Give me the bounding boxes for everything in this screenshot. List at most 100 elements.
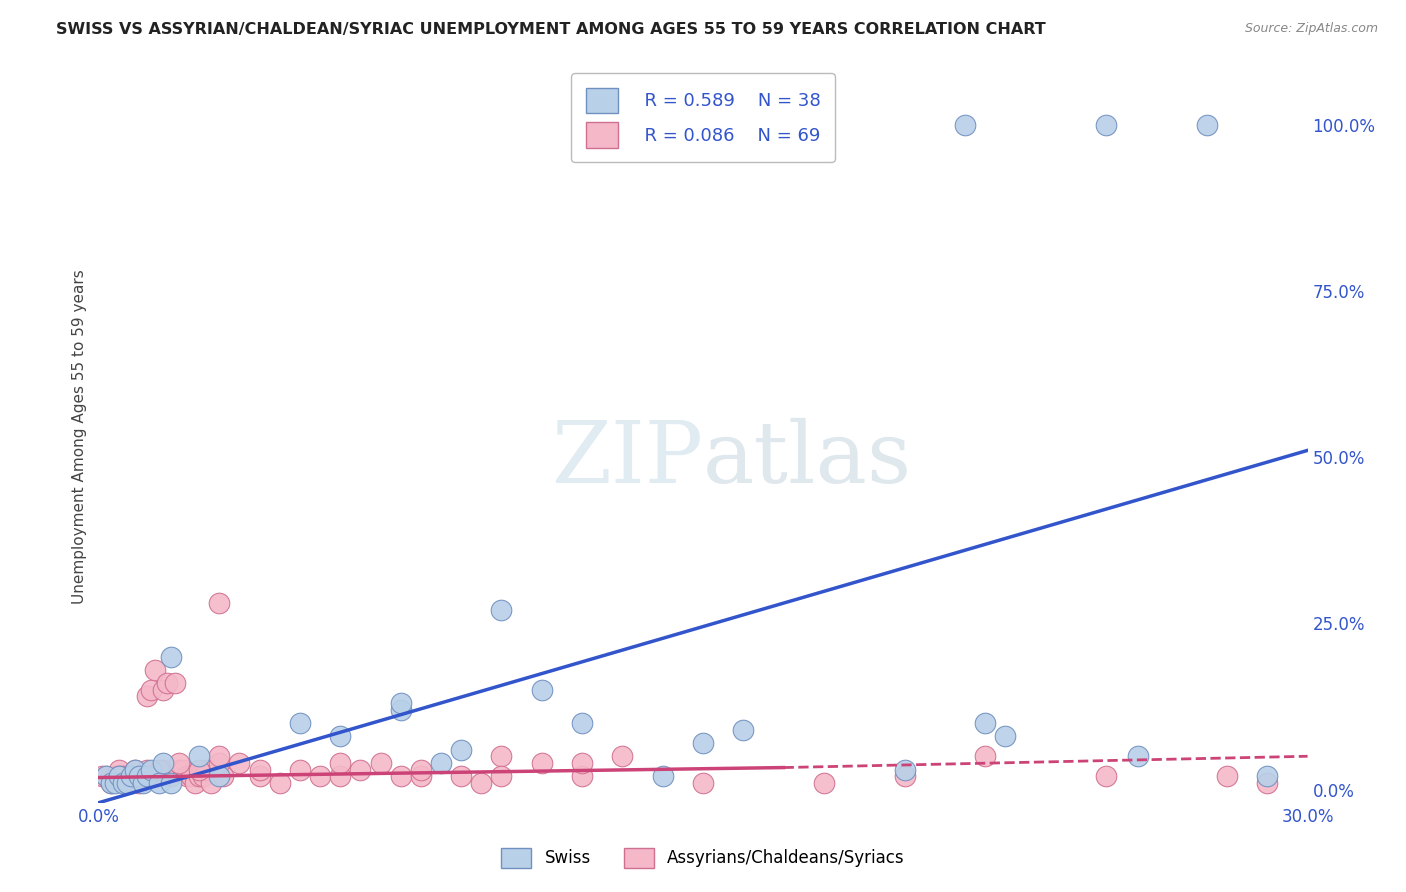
Point (450, 769, 472, 783)
Point (124, 763, 146, 777)
Point (96, 769, 118, 783)
Point (208, 769, 231, 783)
Point (111, 769, 134, 783)
Point (128, 769, 150, 783)
Point (188, 749, 211, 764)
Point (160, 649, 183, 664)
Point (160, 776, 183, 790)
Point (530, 682, 553, 697)
Point (1256, 769, 1278, 783)
Point (148, 776, 170, 790)
Text: atlas: atlas (703, 417, 912, 500)
Point (994, 729, 1017, 743)
Point (409, 769, 432, 783)
Point (612, 749, 634, 764)
Point (188, 763, 211, 777)
Point (409, 763, 432, 777)
Y-axis label: Unemployment Among Ages 55 to 59 years: Unemployment Among Ages 55 to 59 years (72, 269, 87, 605)
Point (184, 776, 207, 790)
Point (167, 756, 190, 770)
Point (132, 776, 155, 790)
Point (160, 769, 183, 783)
Point (148, 763, 170, 777)
Point (100, 776, 122, 790)
Point (651, 769, 673, 783)
Point (1195, 118, 1218, 132)
Point (571, 716, 593, 731)
Point (813, 776, 835, 790)
Point (111, 776, 134, 790)
Point (103, 776, 125, 790)
Point (1095, 118, 1118, 132)
Point (163, 676, 186, 690)
Point (208, 749, 231, 764)
Point (115, 776, 138, 790)
Point (172, 763, 194, 777)
Point (288, 763, 311, 777)
Point (120, 769, 142, 783)
Point (152, 763, 174, 777)
Point (389, 703, 412, 717)
Legend:   R = 0.589    N = 38,   R = 0.086    N = 69: R = 0.589 N = 38, R = 0.086 N = 69 (571, 73, 835, 162)
Point (329, 756, 352, 770)
Point (132, 769, 155, 783)
Point (269, 776, 291, 790)
Point (491, 603, 513, 617)
Point (107, 763, 129, 777)
Point (152, 756, 174, 770)
Point (288, 716, 311, 731)
Point (212, 769, 235, 783)
Point (107, 769, 129, 783)
Point (208, 756, 231, 770)
Point (692, 776, 714, 790)
Point (128, 769, 150, 783)
Point (152, 682, 174, 697)
Point (370, 756, 392, 770)
Point (143, 769, 166, 783)
Point (167, 763, 190, 777)
Point (974, 749, 997, 764)
Point (228, 756, 250, 770)
Point (389, 696, 412, 710)
Point (893, 769, 915, 783)
Point (180, 769, 202, 783)
Point (249, 763, 271, 777)
Point (195, 763, 218, 777)
Point (176, 769, 198, 783)
Point (139, 763, 162, 777)
Point (974, 716, 997, 731)
Point (103, 769, 125, 783)
Point (115, 776, 138, 790)
Point (135, 763, 157, 777)
Point (96, 769, 118, 783)
Point (389, 769, 412, 783)
Point (1216, 769, 1239, 783)
Point (309, 769, 332, 783)
Point (450, 742, 472, 756)
Point (156, 676, 179, 690)
Point (491, 749, 513, 764)
Point (530, 756, 553, 770)
Point (143, 663, 166, 677)
Point (107, 769, 129, 783)
Text: ZIP: ZIP (551, 417, 703, 500)
Point (329, 769, 352, 783)
Point (1095, 769, 1118, 783)
Point (148, 769, 170, 783)
Point (1128, 749, 1150, 764)
Legend: Swiss, Assyrians/Chaldeans/Syriacs: Swiss, Assyrians/Chaldeans/Syriacs (495, 841, 911, 875)
Point (470, 776, 492, 790)
Point (1256, 776, 1278, 790)
Point (329, 729, 352, 743)
Point (135, 690, 157, 704)
Point (193, 769, 215, 783)
Point (249, 769, 271, 783)
Point (208, 596, 231, 610)
Point (430, 756, 453, 770)
Point (692, 736, 714, 750)
Point (120, 769, 142, 783)
Point (571, 756, 593, 770)
Point (128, 769, 150, 783)
Point (100, 776, 122, 790)
Point (349, 763, 371, 777)
